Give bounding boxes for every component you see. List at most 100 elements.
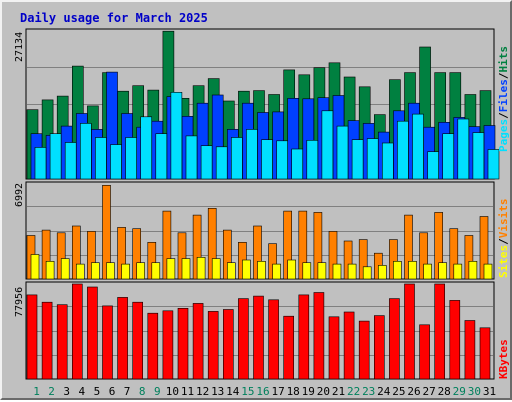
bar-sites-day-29 — [453, 263, 463, 280]
bar-sites-day-18 — [287, 259, 297, 280]
bar-kbytes-day-1 — [26, 294, 38, 380]
x-label-day-14: 14 — [226, 385, 240, 398]
legend-visits: Visits — [497, 199, 510, 239]
bar-pages-day-30 — [472, 132, 485, 180]
bar-pages-day-31 — [487, 149, 500, 180]
bar-kbytes-day-18 — [283, 315, 295, 380]
x-label-day-28: 28 — [438, 385, 451, 398]
bar-kbytes-day-31 — [479, 327, 491, 380]
bar-sites-day-28 — [438, 262, 448, 280]
bar-kbytes-day-17 — [268, 299, 279, 380]
bar-kbytes-day-3 — [56, 304, 68, 380]
x-label-day-16: 16 — [256, 385, 269, 398]
x-label-day-6: 6 — [109, 385, 116, 398]
bar-kbytes-day-29 — [449, 300, 461, 380]
x-label-day-29: 29 — [453, 385, 466, 398]
x-label-day-22: 22 — [347, 385, 360, 398]
x-label-day-20: 20 — [317, 385, 330, 398]
x-label-day-19: 19 — [302, 385, 315, 398]
bar-sites-day-31 — [483, 263, 493, 280]
bar-kbytes-day-15 — [238, 298, 249, 380]
bar-pages-day-24 — [381, 142, 394, 180]
bar-kbytes-day-11 — [177, 307, 189, 380]
x-label-day-7: 7 — [124, 385, 131, 398]
legend-sites: Sites — [497, 245, 510, 278]
x-label-day-25: 25 — [392, 385, 405, 398]
x-label-day-23: 23 — [362, 385, 375, 398]
bar-kbytes-day-26 — [404, 283, 415, 380]
bar-kbytes-day-19 — [298, 294, 310, 380]
bar-kbytes-day-4 — [72, 283, 83, 380]
bar-sites-day-26 — [408, 260, 417, 280]
bar-kbytes-day-10 — [162, 310, 174, 380]
bar-kbytes-day-14 — [223, 309, 234, 380]
bar-sites-day-25 — [393, 260, 402, 280]
bar-pages-day-20 — [321, 110, 334, 180]
x-label-day-2: 2 — [48, 385, 55, 398]
bar-kbytes-day-9 — [147, 312, 159, 380]
bar-sites-day-2 — [45, 260, 55, 280]
x-label-day-13: 13 — [211, 385, 224, 398]
bar-pages-day-2 — [49, 133, 62, 180]
x-label-day-18: 18 — [287, 385, 300, 398]
chart-title: Daily usage for March 2025 — [20, 11, 208, 25]
x-label-day-27: 27 — [422, 385, 435, 398]
bar-sites-day-16 — [257, 260, 266, 280]
bar-kbytes-day-13 — [207, 311, 219, 380]
x-label-day-8: 8 — [139, 385, 146, 398]
bar-sites-day-9 — [151, 262, 161, 280]
legend-pages: Pages — [497, 119, 510, 152]
bar-kbytes-day-21 — [328, 316, 340, 380]
bar-pages-day-22 — [351, 139, 364, 180]
bar-pages-day-7 — [125, 137, 137, 180]
x-label-day-10: 10 — [166, 385, 179, 398]
bar-kbytes-day-22 — [343, 311, 355, 380]
legend-hits: Hits — [497, 46, 510, 73]
bar-pages-day-28 — [442, 133, 455, 180]
bar-sites-day-20 — [317, 262, 327, 280]
bar-sites-day-3 — [60, 258, 70, 280]
bar-kbytes-day-25 — [389, 298, 400, 380]
bar-kbytes-day-30 — [464, 320, 476, 380]
bars — [26, 30, 500, 380]
bar-pages-day-11 — [185, 135, 198, 180]
bar-sites-day-27 — [423, 263, 432, 280]
bar-sites-day-1 — [30, 254, 40, 280]
x-label-day-12: 12 — [196, 385, 209, 398]
bar-sites-day-5 — [91, 262, 100, 280]
bar-pages-day-12 — [200, 145, 213, 180]
y-max-label-kbytes: 77956 — [14, 287, 25, 317]
bar-kbytes-day-12 — [192, 303, 204, 380]
bar-kbytes-day-28 — [434, 283, 446, 380]
bar-sites-day-22 — [347, 263, 357, 280]
bar-pages-day-10 — [170, 92, 183, 180]
legend-panel-2: KBytes — [497, 339, 510, 379]
bar-kbytes-day-20 — [313, 292, 325, 380]
bar-pages-day-19 — [306, 140, 319, 180]
bar-pages-day-5 — [95, 137, 107, 180]
bar-pages-day-15 — [246, 129, 258, 180]
bar-sites-day-11 — [181, 258, 191, 280]
bar-kbytes-day-5 — [87, 286, 98, 380]
bar-pages-day-3 — [64, 142, 77, 180]
x-label-day-30: 30 — [468, 385, 481, 398]
bar-pages-day-25 — [397, 120, 409, 180]
x-label-day-31: 31 — [483, 385, 496, 398]
bar-pages-day-1 — [34, 147, 47, 180]
bar-sites-day-13 — [211, 258, 221, 280]
bar-pages-day-4 — [80, 123, 92, 180]
legend-separator: / — [497, 72, 510, 79]
bar-sites-day-8 — [136, 262, 145, 280]
legend-kbytes: KBytes — [497, 339, 510, 379]
bar-sites-day-24 — [377, 265, 387, 280]
bar-kbytes-day-27 — [419, 324, 430, 380]
bar-sites-day-30 — [468, 260, 478, 280]
bar-pages-day-8 — [140, 116, 152, 180]
bar-pages-day-14 — [231, 137, 243, 180]
x-label-day-17: 17 — [271, 385, 284, 398]
legend-separator: / — [497, 238, 510, 245]
bar-kbytes-day-23 — [358, 320, 370, 380]
bar-sites-day-19 — [302, 262, 312, 280]
